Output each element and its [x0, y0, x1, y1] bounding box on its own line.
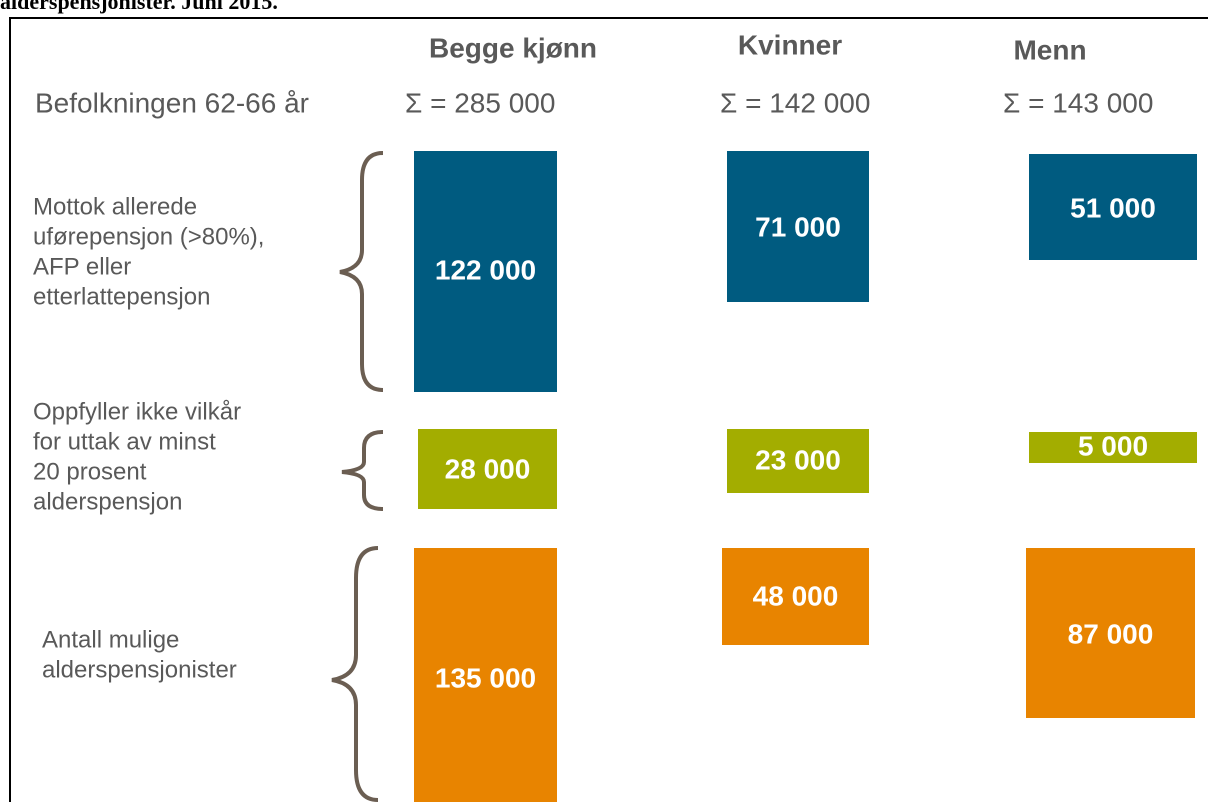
- brace: [339, 151, 384, 392]
- column-total: Σ = 285 000: [405, 87, 555, 118]
- row-label: Mottok allerede: [33, 193, 197, 220]
- row-label: alderspensjonister: [42, 656, 237, 683]
- brace: [331, 546, 379, 802]
- frame: [9, 17, 1208, 802]
- box-label: 87 000: [1068, 618, 1154, 649]
- row-label: etterlattepensjon: [33, 283, 210, 310]
- column-header: Menn: [1013, 34, 1086, 65]
- row-label: 20 prosent: [33, 458, 147, 485]
- row-label: for uttak av minst: [33, 428, 216, 455]
- column-total: Σ = 143 000: [1003, 87, 1153, 118]
- population-label: Befolkningen 62-66 år: [35, 87, 309, 118]
- box-label: 122 000: [435, 254, 536, 285]
- brace: [341, 430, 384, 511]
- row-label: uførepensjon (>80%),: [33, 223, 264, 250]
- box: [727, 429, 869, 493]
- box: [414, 151, 557, 392]
- box: [1029, 432, 1197, 463]
- row-label: alderspensjon: [33, 488, 182, 515]
- box-label: 5 000: [1078, 430, 1148, 461]
- box: [727, 151, 869, 302]
- box-label: 48 000: [753, 580, 839, 611]
- column-total: Σ = 142 000: [720, 87, 870, 118]
- box: [414, 548, 557, 802]
- title: alderspensjonister. Juni 2015.: [0, 0, 278, 14]
- row-label: AFP eller: [33, 253, 131, 280]
- box: [418, 429, 557, 509]
- box: [722, 548, 869, 645]
- box-label: 135 000: [435, 662, 536, 693]
- box-label: 23 000: [755, 444, 841, 475]
- box: [1026, 548, 1195, 718]
- box-label: 51 000: [1070, 192, 1156, 223]
- box: [1029, 154, 1197, 260]
- row-label: Antall mulige: [42, 626, 179, 653]
- box-label: 71 000: [755, 211, 841, 242]
- column-header: Kvinner: [738, 29, 842, 60]
- box-label: 28 000: [445, 453, 531, 484]
- row-label: Oppfyller ikke vilkår: [33, 398, 241, 425]
- column-header: Begge kjønn: [429, 32, 597, 63]
